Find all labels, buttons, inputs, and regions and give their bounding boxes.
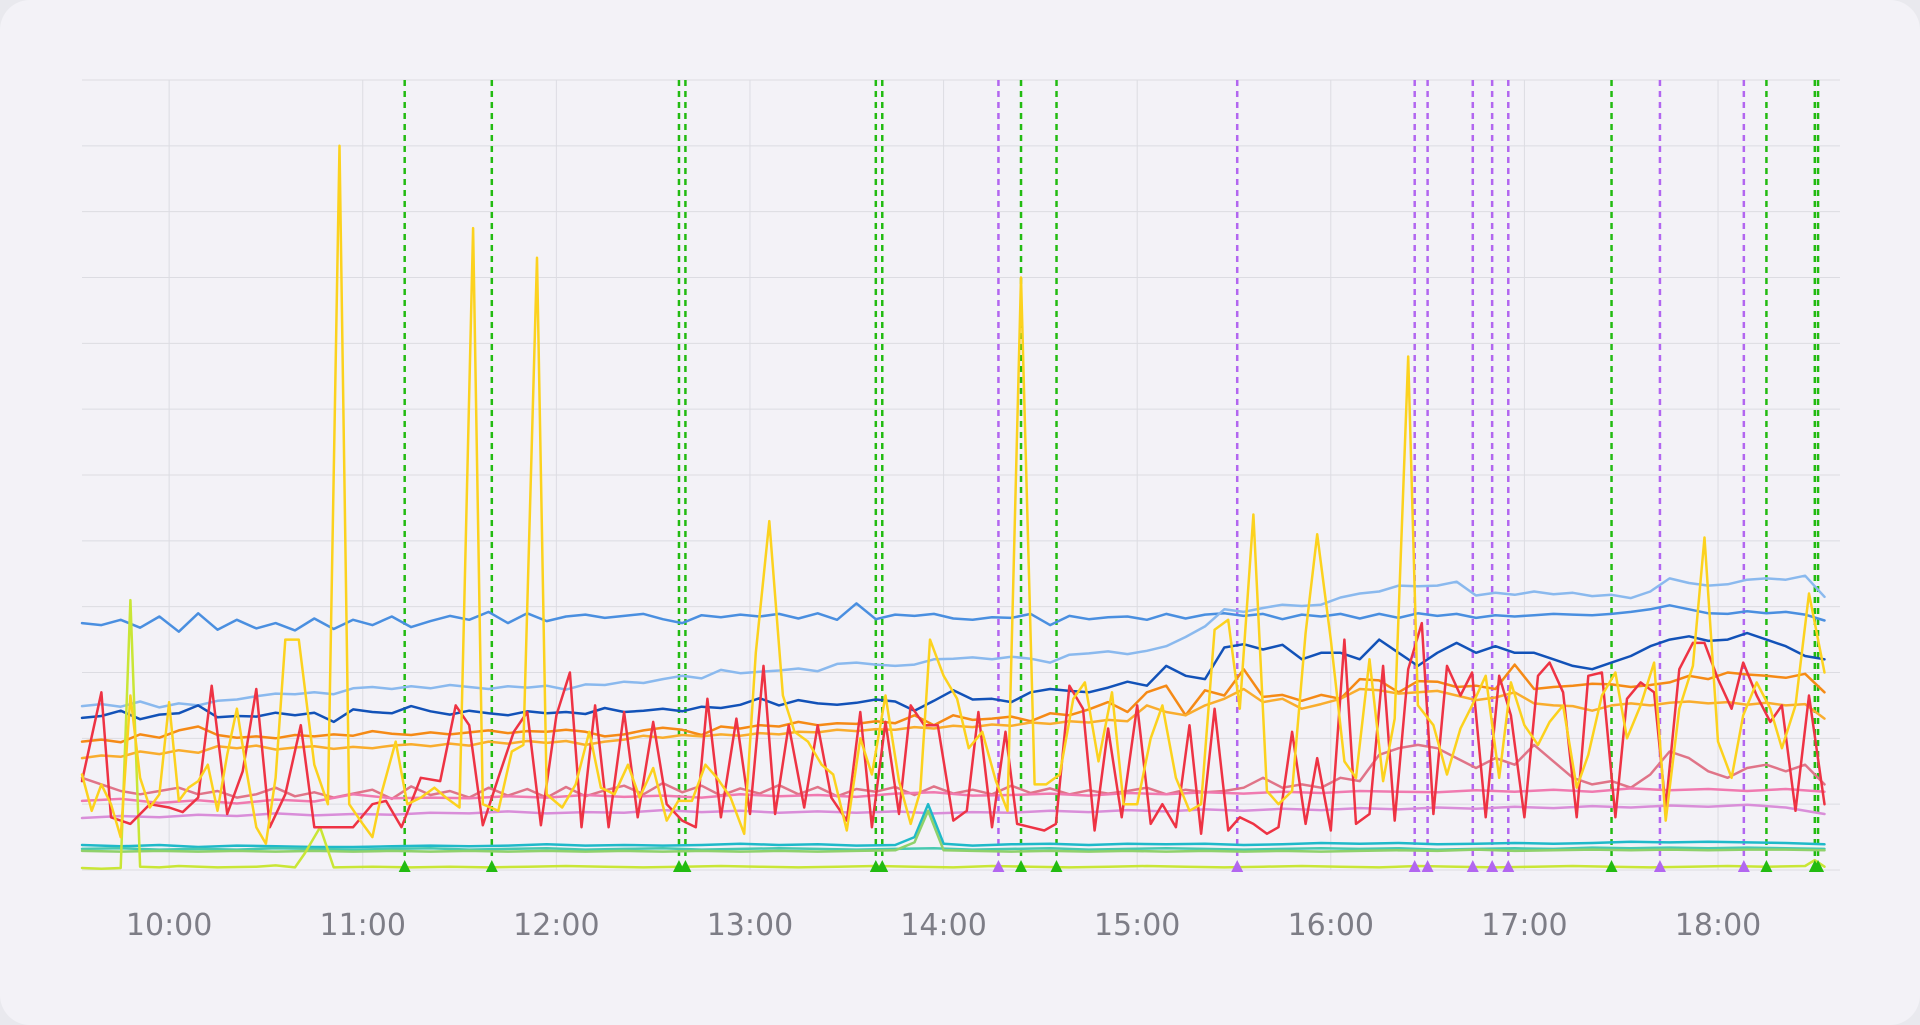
series-line-9[interactable] bbox=[80, 802, 1826, 849]
annotation-marker-purple[interactable] bbox=[992, 860, 1005, 872]
x-tick-label: 10:00 bbox=[126, 908, 212, 943]
x-tick-label: 11:00 bbox=[320, 908, 406, 943]
series-line-14[interactable] bbox=[80, 144, 1826, 845]
grid bbox=[82, 79, 1840, 871]
x-tick-label: 15:00 bbox=[1094, 908, 1180, 943]
annotation-marker-green[interactable] bbox=[1605, 860, 1618, 872]
annotation-marker-green[interactable] bbox=[679, 860, 692, 872]
series-lines bbox=[80, 144, 1826, 870]
x-tick-label: 13:00 bbox=[707, 908, 793, 943]
series-line-10[interactable] bbox=[80, 846, 1826, 851]
annotation-marker-purple[interactable] bbox=[1737, 860, 1750, 872]
annotation-marker-green[interactable] bbox=[1050, 860, 1063, 872]
series-line-11[interactable] bbox=[80, 809, 1826, 853]
series-line-4[interactable] bbox=[80, 663, 1826, 744]
annotation-marker-purple[interactable] bbox=[1421, 860, 1434, 872]
x-tick-label: 18:00 bbox=[1675, 908, 1761, 943]
x-tick-label: 16:00 bbox=[1288, 908, 1374, 943]
annotation-marker-green[interactable] bbox=[1015, 860, 1028, 872]
x-tick-label: 12:00 bbox=[513, 908, 599, 943]
annotation-marker-green[interactable] bbox=[876, 860, 889, 872]
x-tick-label: 14:00 bbox=[900, 908, 986, 943]
x-axis-ticks: 10:00 11:00 12:00 13:00 14:00 15:00 16:00 17:00… bbox=[126, 908, 1761, 943]
annotation-marker-purple[interactable] bbox=[1466, 860, 1479, 872]
series-line-7[interactable] bbox=[80, 787, 1826, 805]
annotation-marker-purple[interactable] bbox=[1231, 860, 1244, 872]
series-line-12[interactable] bbox=[80, 598, 1826, 870]
annotation-marker-green[interactable] bbox=[485, 860, 498, 872]
series-line-2[interactable] bbox=[80, 574, 1826, 709]
annotation-marker-green[interactable] bbox=[1760, 860, 1773, 872]
annotation-marker-purple[interactable] bbox=[1408, 860, 1421, 872]
annotation-marker-green[interactable] bbox=[1812, 860, 1825, 872]
annotation-marker-green[interactable] bbox=[398, 860, 411, 872]
annotation-marker-purple[interactable] bbox=[1502, 860, 1515, 872]
annotation-marker-purple[interactable] bbox=[1486, 860, 1499, 872]
annotation-markers bbox=[398, 860, 1825, 872]
annotation-marker-purple[interactable] bbox=[1653, 860, 1666, 872]
series-line-13[interactable] bbox=[80, 621, 1826, 836]
x-tick-label: 17:00 bbox=[1481, 908, 1567, 943]
annotation-lines bbox=[403, 80, 1820, 858]
series-line-1[interactable] bbox=[80, 602, 1826, 633]
